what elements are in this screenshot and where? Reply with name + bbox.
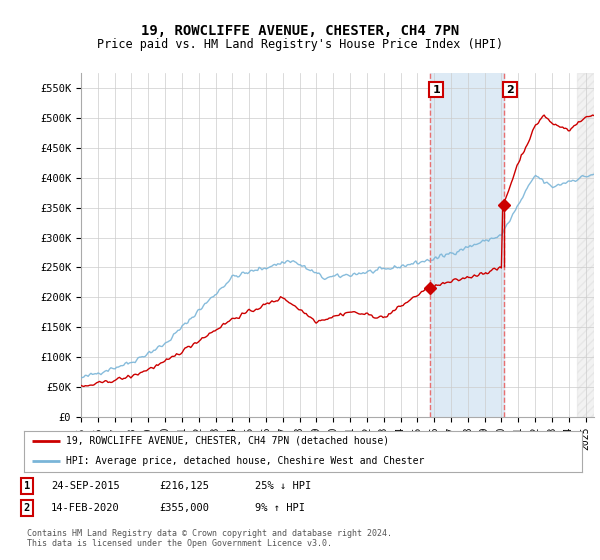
Text: £355,000: £355,000 [159,503,209,513]
Text: 9% ↑ HPI: 9% ↑ HPI [255,503,305,513]
Text: 2: 2 [506,85,514,95]
Bar [577,73,594,417]
Text: 19, ROWCLIFFE AVENUE, CHESTER, CH4 7PN (detached house): 19, ROWCLIFFE AVENUE, CHESTER, CH4 7PN (… [66,436,389,446]
Bar [430,73,503,417]
Text: £216,125: £216,125 [159,481,209,491]
Text: 19, ROWCLIFFE AVENUE, CHESTER, CH4 7PN: 19, ROWCLIFFE AVENUE, CHESTER, CH4 7PN [141,24,459,38]
Text: 1: 1 [24,481,30,491]
Text: Price paid vs. HM Land Registry's House Price Index (HPI): Price paid vs. HM Land Registry's House … [97,38,503,51]
Text: Contains HM Land Registry data © Crown copyright and database right 2024.
This d: Contains HM Land Registry data © Crown c… [27,529,392,548]
Text: 25% ↓ HPI: 25% ↓ HPI [255,481,311,491]
Text: 24-SEP-2015: 24-SEP-2015 [51,481,120,491]
Text: 2: 2 [24,503,30,513]
Text: 14-FEB-2020: 14-FEB-2020 [51,503,120,513]
Text: HPI: Average price, detached house, Cheshire West and Chester: HPI: Average price, detached house, Ches… [66,456,424,466]
Text: 1: 1 [432,85,440,95]
